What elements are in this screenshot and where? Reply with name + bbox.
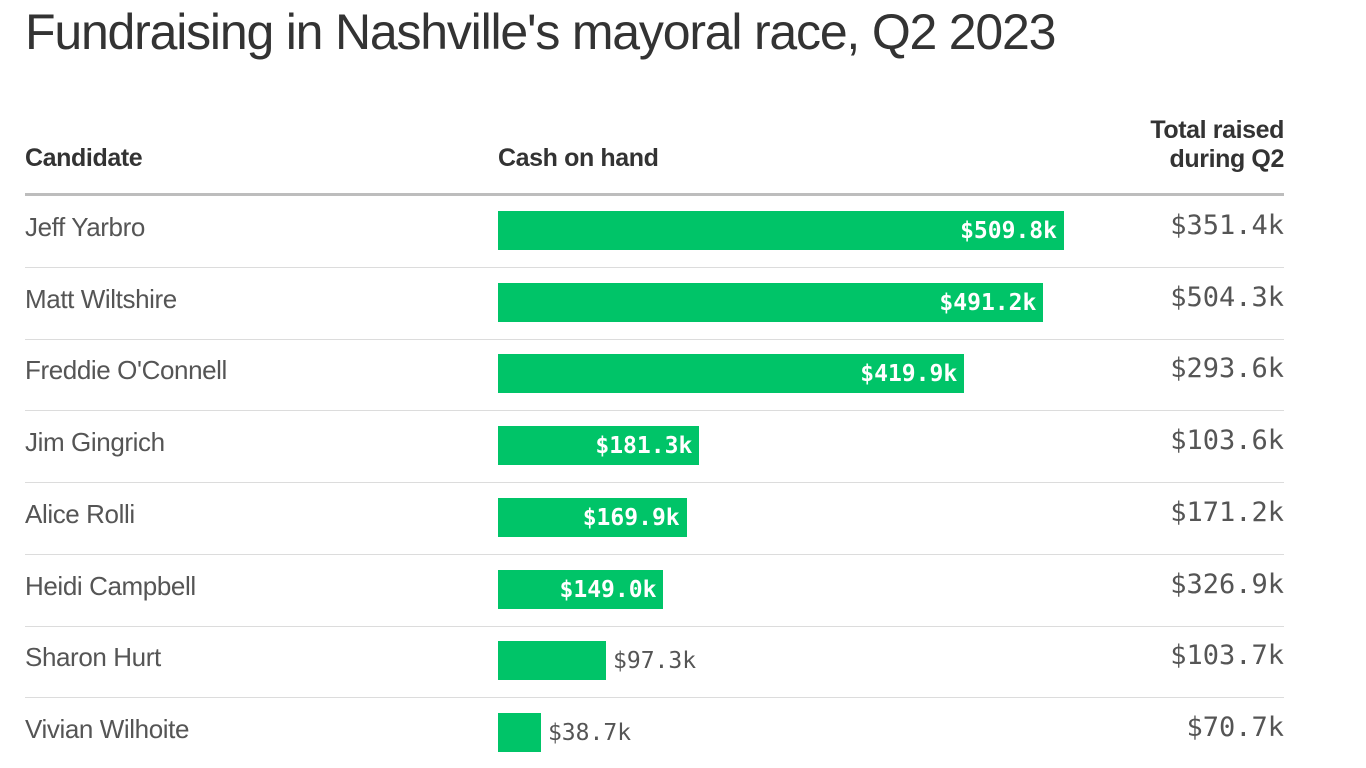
- table-row: Jim Gingrich $181.3k $103.6k: [25, 411, 1284, 484]
- cash-label: $181.3k: [595, 433, 693, 460]
- candidate-name: Freddie O'Connell: [25, 355, 227, 386]
- total-raised-value: $293.6k: [1170, 353, 1284, 385]
- cash-label: $419.9k: [860, 361, 958, 388]
- header-rule: [25, 193, 1284, 196]
- table-row: Vivian Wilhoite $38.7k $70.7k: [25, 698, 1284, 768]
- row-divider: [25, 697, 1284, 699]
- cash-label: $97.3k: [613, 648, 697, 675]
- table-row: Jeff Yarbro $509.8k $351.4k: [25, 196, 1284, 268]
- cash-label: $169.9k: [582, 504, 680, 531]
- header-total-line1: Total raised: [1150, 116, 1284, 144]
- table-row: Matt Wiltshire $491.2k $504.3k: [25, 268, 1284, 340]
- cash-label: $491.2k: [939, 289, 1037, 316]
- row-divider: [25, 553, 1284, 555]
- candidate-name: Jeff Yarbro: [25, 212, 145, 242]
- header-total-line2: during Q2: [1169, 145, 1285, 173]
- table-row: Sharon Hurt $97.3k $103.7k: [25, 626, 1284, 699]
- total-raised-value: $326.9k: [1170, 568, 1284, 600]
- candidate-name: Alice Rolli: [25, 498, 135, 529]
- cash-bar: [498, 211, 1064, 250]
- row-divider: [25, 482, 1284, 484]
- header-candidate: Candidate: [25, 144, 143, 172]
- total-raised-value: $171.2k: [1170, 496, 1284, 528]
- total-raised-value: $351.4k: [1170, 210, 1284, 241]
- cash-bar: [498, 426, 700, 466]
- total-raised-value: $103.6k: [1170, 425, 1284, 457]
- cash-label: $509.8k: [960, 218, 1057, 244]
- cash-bar: [498, 354, 965, 394]
- chart-title: Fundraising in Nashville's mayoral race,…: [25, 4, 1056, 60]
- candidate-name: Heidi Campbell: [25, 570, 196, 601]
- candidate-name: Vivian Wilhoite: [25, 713, 190, 744]
- cash-label: $38.7k: [547, 719, 632, 746]
- total-raised-value: $70.7k: [1186, 711, 1284, 743]
- row-divider: [25, 338, 1284, 340]
- cash-bar: [498, 641, 607, 681]
- cash-bar: [498, 712, 541, 752]
- cash-bar: [498, 569, 664, 609]
- header-cash-on-hand: Cash on hand: [498, 144, 659, 172]
- total-raised-value: $504.3k: [1170, 281, 1284, 313]
- total-raised-value: $103.7k: [1170, 640, 1284, 672]
- cash-bar: [498, 497, 687, 537]
- table-row: Alice Rolli $169.9k $171.2k: [25, 483, 1284, 555]
- table-row: Heidi Campbell $149.0k $326.9k: [25, 555, 1284, 627]
- candidate-name: Sharon Hurt: [25, 642, 161, 673]
- cash-label: $149.0k: [559, 576, 657, 603]
- cash-bar: [498, 282, 1044, 322]
- header-total-raised: Total raised during Q2: [1150, 116, 1284, 174]
- row-divider: [25, 410, 1284, 412]
- candidate-name: Matt Wiltshire: [25, 283, 177, 314]
- table-row: Freddie O'Connell $419.9k $293.6k: [25, 339, 1284, 412]
- row-divider: [25, 267, 1284, 268]
- candidate-name: Jim Gingrich: [25, 427, 165, 458]
- row-divider: [25, 625, 1284, 627]
